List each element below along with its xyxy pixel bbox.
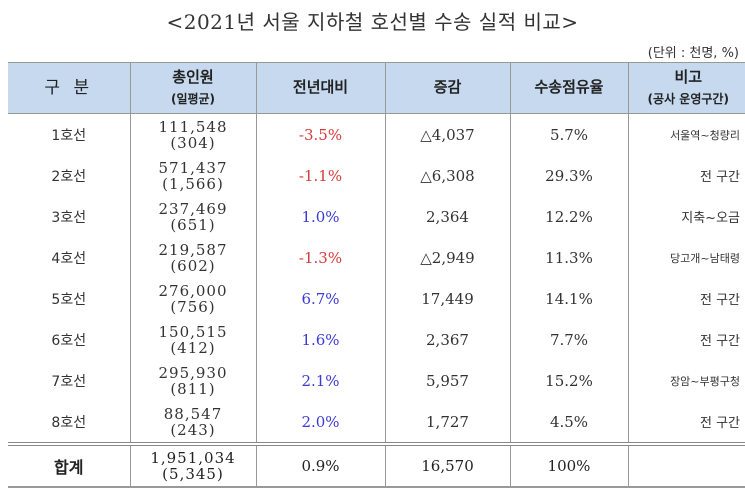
yoy-cell: 2.0% <box>256 401 385 444</box>
daily-average: (756) <box>131 299 256 315</box>
table-row: 1호선 111,548(304) -3.5% △4,037 5.7% 서울역~청… <box>8 114 745 156</box>
line-name: 6호선 <box>8 319 130 360</box>
daily-average: (412) <box>131 340 256 356</box>
document-title: <2021년 서울 지하철 호선별 수송 실적 비교> <box>0 6 745 35</box>
header-total-passengers: 총인원 (일평균) <box>130 63 256 114</box>
line-name: 4호선 <box>8 237 130 278</box>
share-cell: 7.7% <box>510 319 628 360</box>
line-name: 2호선 <box>8 155 130 196</box>
share-cell: 29.3% <box>510 155 628 196</box>
passenger-cell: 150,515(412) <box>130 319 256 360</box>
daily-average: (602) <box>131 258 256 274</box>
total-passengers: 219,587 <box>131 242 256 258</box>
table-row: 8호선 88,547(243) 2.0% 1,727 4.5% 전 구간 <box>8 401 745 444</box>
change-cell: 2,364 <box>385 196 510 237</box>
header-note: 비고 (공사 운영구간) <box>628 63 745 114</box>
table-row: 5호선 276,000(756) 6.7% 17,449 14.1% 전 구간 <box>8 278 745 319</box>
total-passengers: 237,469 <box>131 201 256 217</box>
line-name: 7호선 <box>8 360 130 401</box>
daily-average: (651) <box>131 217 256 233</box>
passenger-cell: 111,548(304) <box>130 114 256 156</box>
passenger-cell: 295,930(811) <box>130 360 256 401</box>
note-cell: 장암~부평구청 <box>628 360 745 401</box>
passenger-cell: 88,547(243) <box>130 401 256 444</box>
header-yoy-label: 전년대비 <box>293 78 348 96</box>
share-cell: 4.5% <box>510 401 628 444</box>
change-cell: △6,308 <box>385 155 510 196</box>
note-cell: 전 구간 <box>628 401 745 444</box>
change-cell: 16,570 <box>385 444 510 487</box>
header-share-label: 수송점유율 <box>534 78 603 96</box>
ridership-table: 구 분 총인원 (일평균) 전년대비 증감 수송점유율 비고 (공사 운영구간) 1… <box>8 62 745 488</box>
share-cell: 15.2% <box>510 360 628 401</box>
yoy-cell: 1.0% <box>256 196 385 237</box>
header-share: 수송점유율 <box>510 63 628 114</box>
change-cell: △2,949 <box>385 237 510 278</box>
note-cell: 서울역~청량리 <box>628 114 745 156</box>
table-row: 2호선 571,437(1,566) -1.1% △6,308 29.3% 전 … <box>8 155 745 196</box>
header-note-sub-label: (공사 운영구간) <box>629 92 745 108</box>
header-change: 증감 <box>385 63 510 114</box>
share-cell: 11.3% <box>510 237 628 278</box>
table-row: 6호선 150,515(412) 1.6% 2,367 7.7% 전 구간 <box>8 319 745 360</box>
line-name: 3호선 <box>8 196 130 237</box>
header-note-label: 비고 <box>674 68 702 86</box>
share-cell: 5.7% <box>510 114 628 156</box>
note-cell: 지축~오금 <box>628 196 745 237</box>
change-cell: 5,957 <box>385 360 510 401</box>
table-header-row: 구 분 총인원 (일평균) 전년대비 증감 수송점유율 비고 (공사 운영구간) <box>8 63 745 114</box>
total-row: 합계 1,951,034(5,345) 0.9% 16,570 100% <box>8 444 745 487</box>
header-yoy: 전년대비 <box>256 63 385 114</box>
total-passengers: 295,930 <box>131 365 256 381</box>
passenger-cell: 1,951,034(5,345) <box>130 444 256 487</box>
total-passengers: 276,000 <box>131 283 256 299</box>
total-passengers: 1,951,034 <box>131 450 256 466</box>
total-passengers: 111,548 <box>131 119 256 135</box>
passenger-cell: 237,469(651) <box>130 196 256 237</box>
daily-average: (811) <box>131 381 256 397</box>
note-cell: 전 구간 <box>628 278 745 319</box>
yoy-cell: -1.1% <box>256 155 385 196</box>
table-row: 3호선 237,469(651) 1.0% 2,364 12.2% 지축~오금 <box>8 196 745 237</box>
daily-average: (243) <box>131 422 256 438</box>
note-cell <box>628 444 745 487</box>
total-passengers: 150,515 <box>131 324 256 340</box>
change-cell: 2,367 <box>385 319 510 360</box>
yoy-cell: 2.1% <box>256 360 385 401</box>
line-name: 8호선 <box>8 401 130 444</box>
line-name: 5호선 <box>8 278 130 319</box>
header-category-label: 구 분 <box>44 78 93 98</box>
share-cell: 100% <box>510 444 628 487</box>
yoy-cell: -3.5% <box>256 114 385 156</box>
line-name: 1호선 <box>8 114 130 156</box>
table-row: 7호선 295,930(811) 2.1% 5,957 15.2% 장암~부평구… <box>8 360 745 401</box>
change-cell: △4,037 <box>385 114 510 156</box>
yoy-cell: 1.6% <box>256 319 385 360</box>
passenger-cell: 571,437(1,566) <box>130 155 256 196</box>
total-passengers: 571,437 <box>131 160 256 176</box>
note-cell: 당고개~남태령 <box>628 237 745 278</box>
share-cell: 14.1% <box>510 278 628 319</box>
daily-average: (5,345) <box>131 466 256 482</box>
yoy-cell: -1.3% <box>256 237 385 278</box>
note-cell: 전 구간 <box>628 155 745 196</box>
daily-average: (1,566) <box>131 176 256 192</box>
total-passengers: 88,547 <box>131 406 256 422</box>
header-category: 구 분 <box>8 63 130 114</box>
share-cell: 12.2% <box>510 196 628 237</box>
daily-average: (304) <box>131 135 256 151</box>
unit-label: (단위 : 천명, %) <box>648 42 739 61</box>
yoy-cell: 6.7% <box>256 278 385 319</box>
table-row: 4호선 219,587(602) -1.3% △2,949 11.3% 당고개~… <box>8 237 745 278</box>
note-cell: 전 구간 <box>628 319 745 360</box>
yoy-cell: 0.9% <box>256 444 385 487</box>
passenger-cell: 276,000(756) <box>130 278 256 319</box>
passenger-cell: 219,587(602) <box>130 237 256 278</box>
change-cell: 17,449 <box>385 278 510 319</box>
header-daily-label: (일평균) <box>131 92 256 108</box>
total-label: 합계 <box>8 444 130 487</box>
header-total-label: 총인원 <box>172 68 213 86</box>
header-change-label: 증감 <box>434 78 462 96</box>
change-cell: 1,727 <box>385 401 510 444</box>
